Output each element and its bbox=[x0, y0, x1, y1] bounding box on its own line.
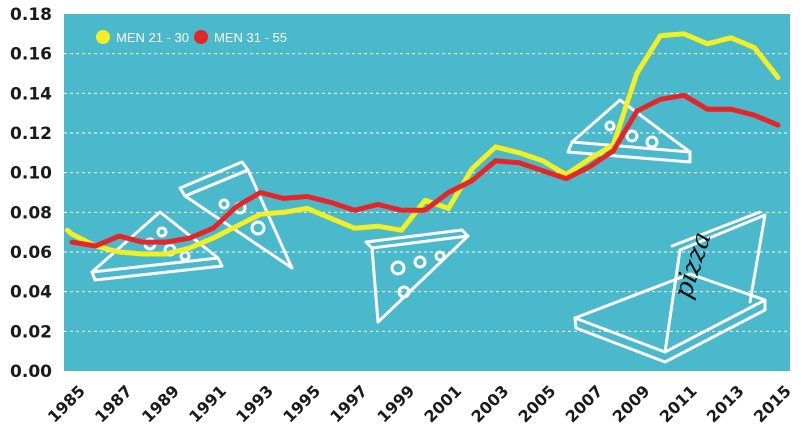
y-axis: 0.00 0.02 0.04 0.06 0.08 0.10 0.12 0.14 0.16 0.18 bbox=[10, 5, 52, 382]
x-tick-label: 1997 bbox=[326, 381, 371, 426]
y-tick-label: 0.08 bbox=[10, 203, 52, 223]
y-tick-label: 0.18 bbox=[10, 5, 52, 25]
x-tick-label: 1987 bbox=[91, 381, 136, 426]
pizza-slice-icon bbox=[566, 98, 692, 164]
y-tick-label: 0.14 bbox=[10, 84, 52, 104]
y-tick-label: 0.02 bbox=[10, 322, 52, 342]
x-tick-label: 1999 bbox=[373, 381, 418, 426]
legend-marker-men-21-30 bbox=[96, 30, 110, 44]
x-tick-label: 2015 bbox=[750, 381, 795, 426]
pizza-slice-icon bbox=[90, 210, 224, 282]
x-tick-label: 2011 bbox=[656, 381, 701, 426]
pizza-slice-icon bbox=[178, 160, 294, 270]
series-lines bbox=[64, 31, 781, 257]
legend-label-men-21-30: MEN 21 - 30 bbox=[116, 30, 189, 45]
x-tick-label: 2009 bbox=[609, 381, 654, 426]
y-tick-label: 0.10 bbox=[10, 164, 52, 184]
x-tick-label: 1995 bbox=[279, 381, 324, 426]
x-tick-label: 2001 bbox=[420, 381, 465, 426]
x-tick-label: 2005 bbox=[515, 381, 560, 426]
y-tick-label: 0.16 bbox=[10, 45, 52, 65]
y-tick-label: 0.00 bbox=[10, 362, 52, 382]
pizza-box-icon bbox=[573, 210, 767, 364]
legend-label-men-31-55: MEN 31 - 55 bbox=[214, 30, 287, 45]
pizza-slice-icon bbox=[364, 228, 470, 324]
y-tick-label: 0.04 bbox=[10, 283, 52, 303]
y-tick-label: 0.12 bbox=[10, 124, 52, 144]
x-axis: 1985 1987 1989 1991 1993 1995 1997 1999 2001 2003… bbox=[44, 381, 795, 426]
x-tick-label: 2007 bbox=[562, 381, 607, 426]
series-line-1 bbox=[64, 31, 781, 257]
x-tick-label: 2003 bbox=[468, 381, 513, 426]
series-line-2 bbox=[69, 92, 781, 249]
gridlines bbox=[64, 53, 790, 332]
x-tick-label: 1989 bbox=[138, 381, 183, 426]
y-tick-label: 0.06 bbox=[10, 243, 52, 263]
x-tick-label: 1985 bbox=[44, 381, 89, 426]
x-tick-label: 2013 bbox=[703, 381, 748, 426]
x-tick-label: 1991 bbox=[185, 381, 230, 426]
legend: MEN 21 - 30 MEN 31 - 55 bbox=[96, 30, 287, 45]
legend-marker-men-31-55 bbox=[194, 30, 208, 44]
pizza-illustrations bbox=[90, 98, 767, 364]
x-tick-label: 1993 bbox=[232, 381, 277, 426]
plot-background bbox=[64, 14, 790, 371]
